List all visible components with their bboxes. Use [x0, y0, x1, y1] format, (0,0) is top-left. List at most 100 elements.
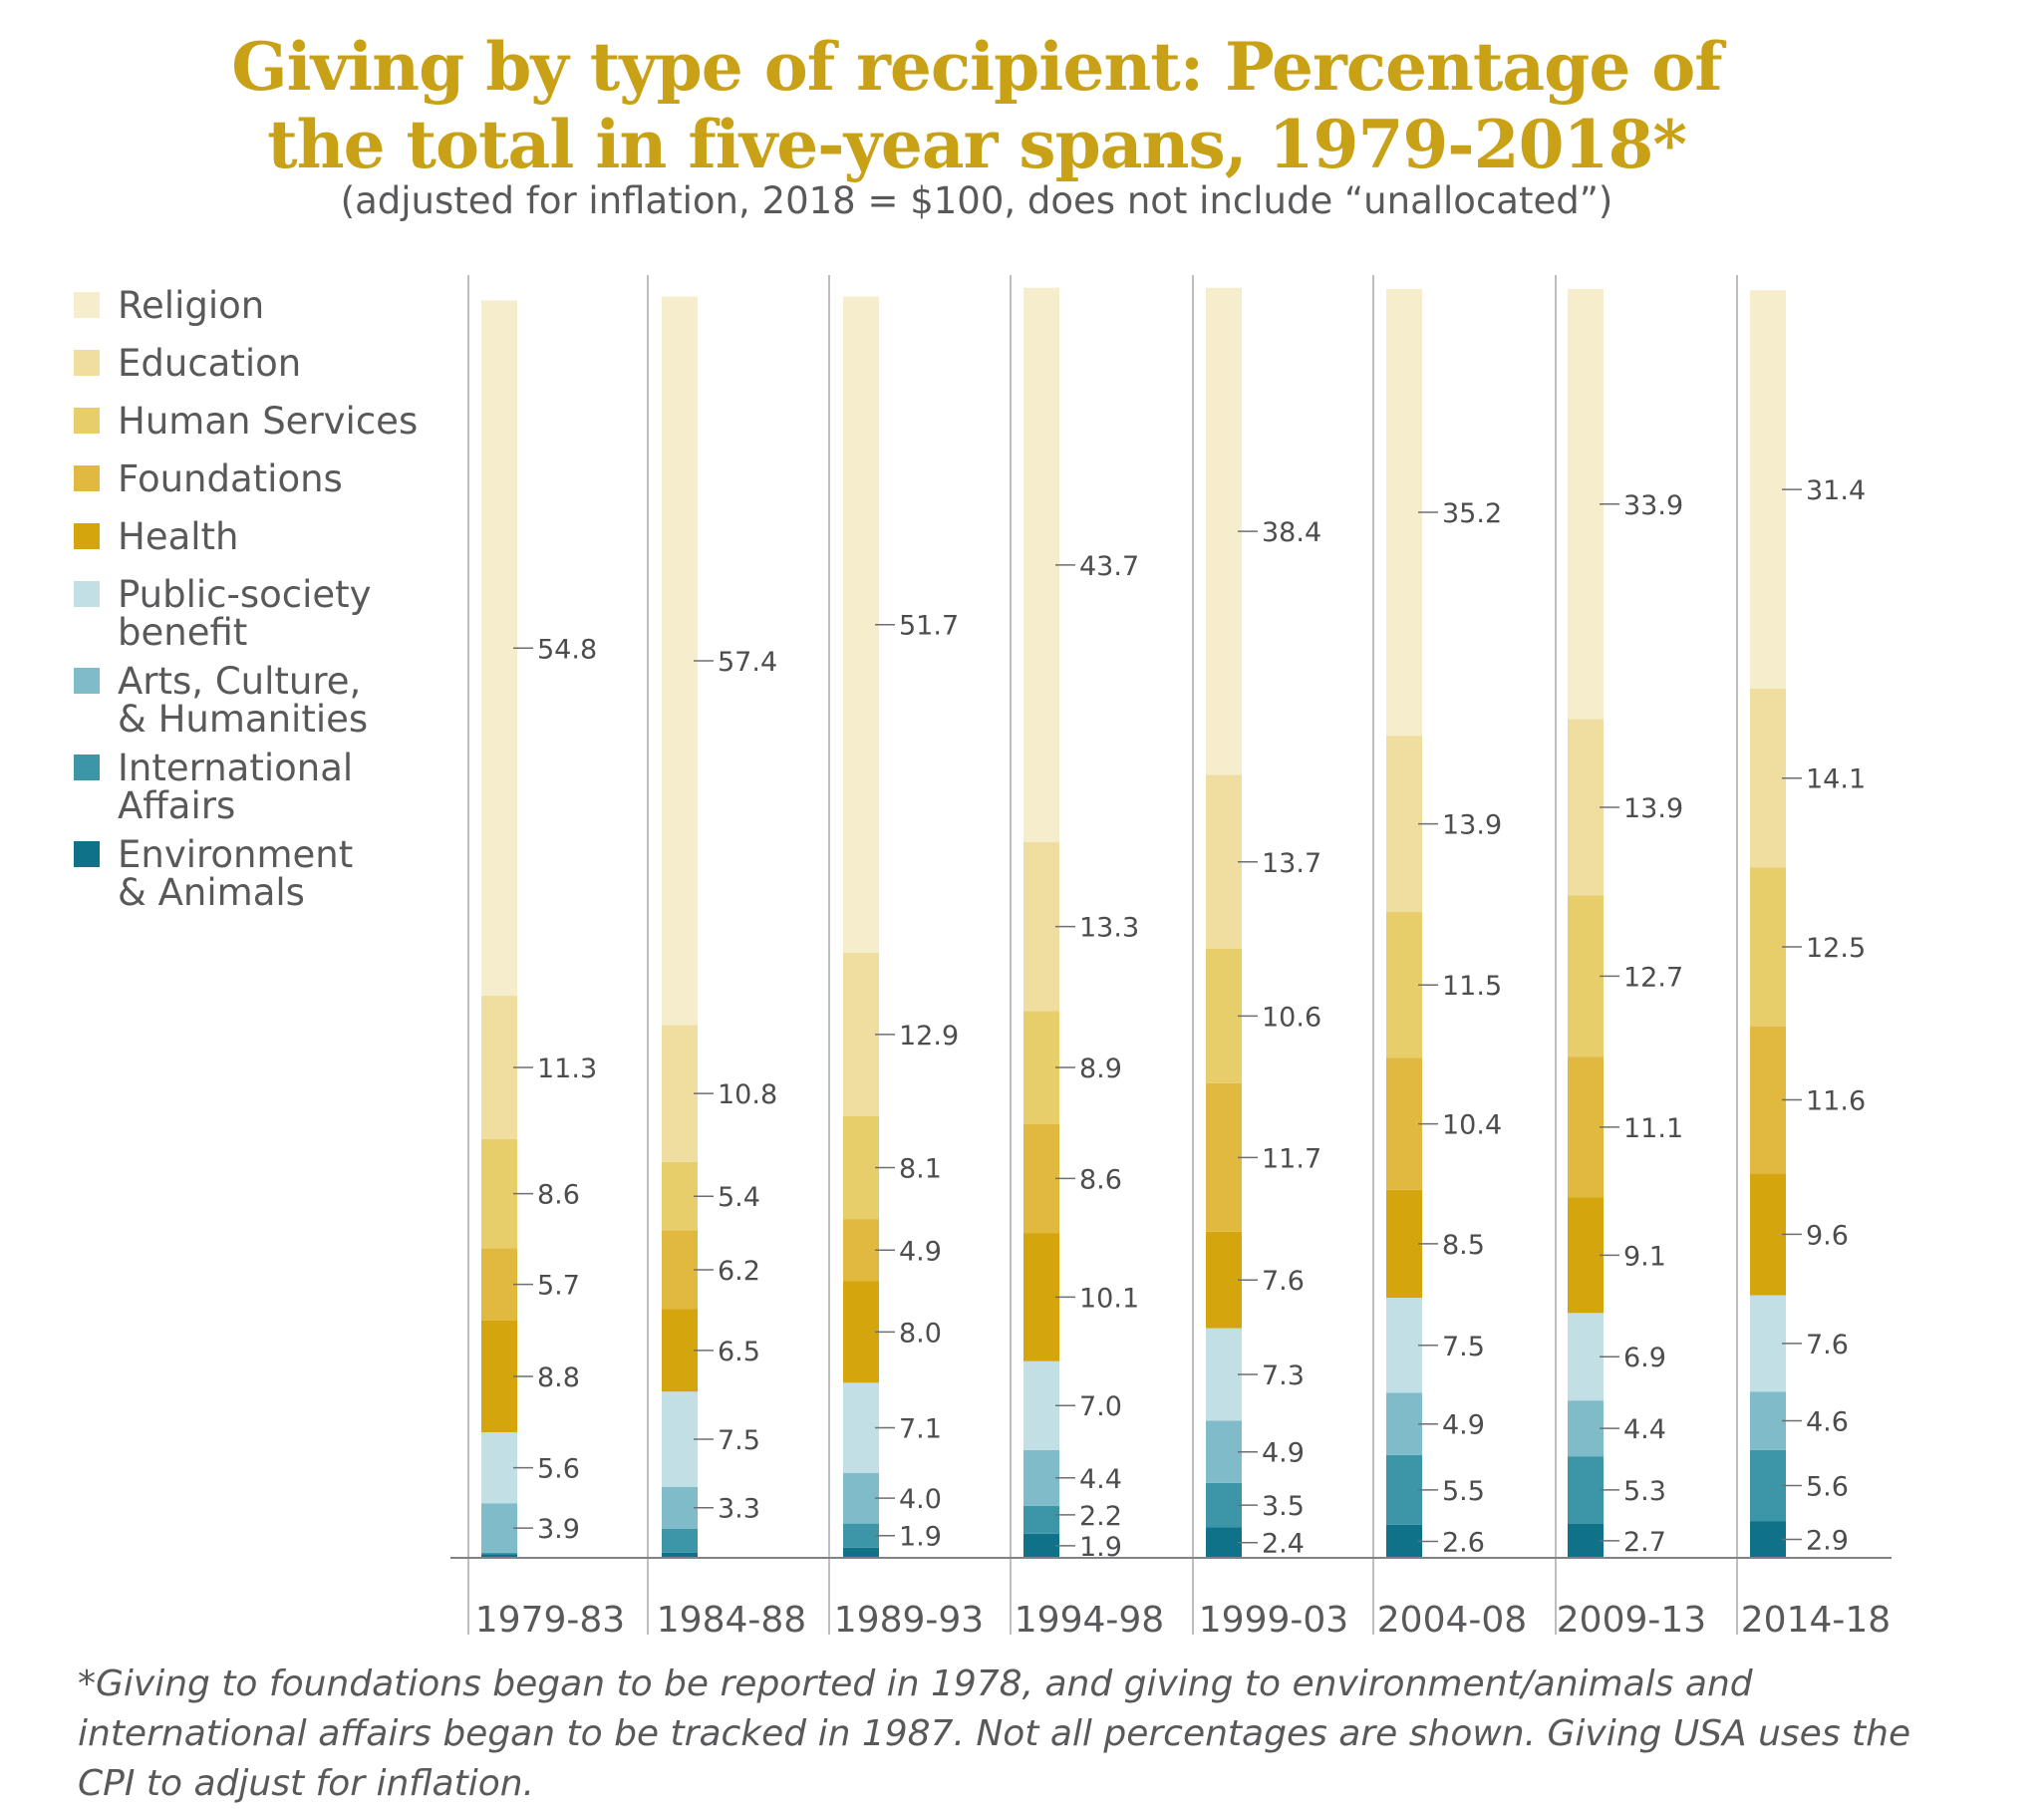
data-label: 38.4	[1262, 517, 1321, 548]
bar-segment	[1206, 1082, 1242, 1232]
bar-segment	[1750, 1521, 1786, 1558]
bar-segment	[662, 1552, 698, 1558]
bar-segment	[1568, 719, 1604, 896]
data-label: 14.1	[1806, 764, 1866, 795]
data-label: 10.4	[1442, 1110, 1502, 1141]
data-label: 10.8	[718, 1079, 777, 1110]
data-label: 3.3	[718, 1494, 760, 1525]
bar-segment	[843, 296, 879, 953]
bar-segment	[1023, 842, 1059, 1012]
legend-swatch	[74, 668, 100, 694]
data-label: 7.6	[1806, 1330, 1849, 1360]
data-label: 43.7	[1079, 551, 1139, 582]
bar-segment	[1206, 774, 1242, 949]
bar-segment	[1750, 1173, 1786, 1296]
bar-segment	[481, 1138, 517, 1249]
data-label: 4.0	[899, 1484, 942, 1515]
x-tick-label: 1979-83	[475, 1600, 625, 1641]
bar-segment	[481, 1552, 517, 1555]
data-label: 11.6	[1806, 1085, 1866, 1116]
data-label: 2.6	[1442, 1527, 1485, 1558]
bar-segment	[843, 1219, 879, 1282]
legend-swatch	[74, 754, 100, 780]
data-label: 4.9	[1262, 1438, 1305, 1469]
data-label: 11.3	[537, 1054, 597, 1084]
data-label: 13.3	[1079, 913, 1139, 944]
bar-segment	[843, 1382, 879, 1473]
legend-label: Affairs	[118, 784, 235, 827]
data-label: 5.7	[537, 1271, 580, 1302]
data-label: 10.1	[1079, 1283, 1139, 1314]
legend-label: Health	[118, 515, 239, 558]
bar-segment	[1206, 1420, 1242, 1483]
bar-segment	[481, 1320, 517, 1432]
bar-segment	[481, 1554, 517, 1558]
data-label: 7.1	[899, 1414, 942, 1445]
bar-segment	[1568, 1313, 1604, 1401]
bar-segment	[1568, 1197, 1604, 1314]
legend-label: Arts, Culture,	[118, 660, 361, 703]
x-tick-label: 1984-88	[657, 1600, 806, 1641]
data-label: 4.9	[1442, 1410, 1485, 1441]
bar-segment	[662, 1309, 698, 1392]
x-tick-label: 1989-93	[834, 1600, 984, 1641]
data-label: 8.0	[899, 1318, 942, 1349]
chart-title-line-2: the total in five-year spans, 1979-2018*	[267, 106, 1687, 183]
bar-segment	[1023, 1123, 1059, 1234]
bar-segment	[1750, 688, 1786, 868]
stacked-bar-chart: Religion Education Human Services Foundatio…	[74, 275, 1892, 1641]
bar-segment	[1386, 1524, 1422, 1558]
bar-segment	[1750, 867, 1786, 1027]
chart-title-line-1: Giving by type of recipient: Percentage …	[231, 28, 1722, 106]
data-label: 6.2	[718, 1256, 760, 1287]
bar-segment	[1568, 1400, 1604, 1457]
data-label: 5.6	[1806, 1471, 1849, 1502]
footnote: *Giving to foundations began to be repor…	[78, 1663, 1911, 1804]
legend-label: Public-society	[118, 573, 372, 616]
data-label: 51.7	[899, 611, 959, 642]
data-label: 9.1	[1623, 1241, 1666, 1272]
bar-segment	[1750, 1295, 1786, 1392]
bar-segment	[481, 300, 517, 997]
bar-segment	[1568, 1456, 1604, 1524]
data-label: 11.1	[1623, 1113, 1683, 1144]
data-label: 31.4	[1806, 475, 1866, 506]
data-label: 12.7	[1623, 962, 1683, 993]
x-tick-label: 2014-18	[1741, 1600, 1891, 1641]
bar-segment	[1023, 1233, 1059, 1361]
bar-segment	[1568, 895, 1604, 1057]
data-label: 7.5	[718, 1425, 760, 1456]
data-label: 33.9	[1623, 490, 1683, 521]
data-label: 7.3	[1262, 1360, 1305, 1391]
legend-swatch	[74, 581, 100, 607]
data-label: 7.0	[1079, 1391, 1122, 1422]
legend-label: Religion	[118, 284, 264, 327]
bar-segment	[1206, 1328, 1242, 1421]
bar-segment	[1750, 1449, 1786, 1522]
data-label: 8.9	[1079, 1054, 1122, 1084]
data-label: 2.7	[1623, 1527, 1666, 1558]
bar-segment	[1750, 290, 1786, 689]
x-axis: 1979-83 1984-88 1989-93 1994-98 1999-03 2004-…	[450, 1557, 1892, 1641]
data-label: 13.9	[1442, 810, 1502, 841]
legend-label: Environment	[118, 833, 353, 876]
bar-segment	[662, 296, 698, 1026]
data-label: 11.7	[1262, 1143, 1321, 1174]
data-label: 8.6	[537, 1180, 580, 1211]
bar-segment	[843, 1115, 879, 1220]
bar-segment	[1386, 1454, 1422, 1525]
data-label: 2.4	[1262, 1529, 1305, 1560]
data-label: 12.9	[899, 1021, 959, 1052]
x-tick-label: 2004-08	[1377, 1600, 1527, 1641]
data-label: 3.9	[537, 1514, 580, 1545]
x-tick-label: 2009-13	[1557, 1600, 1706, 1641]
bar-segment	[662, 1486, 698, 1529]
legend-label: International	[118, 747, 353, 789]
bar-segment	[662, 1161, 698, 1231]
bars	[481, 287, 1786, 1558]
bar-segment	[662, 1230, 698, 1310]
bar-segment	[1386, 736, 1422, 913]
bar-segment	[1206, 1482, 1242, 1528]
legend-label: Foundations	[118, 457, 343, 500]
data-label: 57.4	[718, 647, 777, 678]
